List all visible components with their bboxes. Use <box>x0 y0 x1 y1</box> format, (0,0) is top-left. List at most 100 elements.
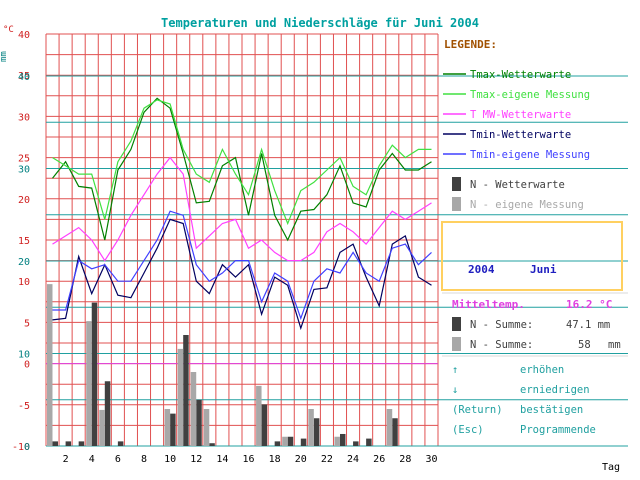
celsius-unit-label: °C <box>3 25 14 35</box>
precip-bar <box>91 302 98 446</box>
y-tick-temp: 40 <box>18 30 30 41</box>
precip-bar <box>313 418 320 446</box>
x-tick: 8 <box>141 454 147 465</box>
y-tick-temp: -5 <box>18 401 30 412</box>
sum-ww-swatch <box>452 317 461 331</box>
y-tick-temp: 15 <box>18 236 30 247</box>
precip-bar <box>117 441 124 446</box>
x-tick: 14 <box>216 454 228 465</box>
series-line <box>52 210 432 321</box>
help-down-text: erniedrigen <box>520 384 590 396</box>
precip-bar <box>177 348 184 446</box>
mm-unit-label: mm <box>0 51 9 62</box>
x-tick: 10 <box>164 454 176 465</box>
precip-bar <box>52 441 59 446</box>
help-up-key[interactable]: ↑ <box>452 364 458 376</box>
precip-bar <box>203 409 210 446</box>
y-tick-precip: 0 <box>24 442 30 453</box>
x-tick: 26 <box>373 454 385 465</box>
precip-bar <box>287 436 294 446</box>
series-line <box>52 99 432 226</box>
y-tick-temp: 35 <box>18 71 30 82</box>
x-tick: 18 <box>269 454 281 465</box>
y-tick-temp: 10 <box>18 277 30 288</box>
sum-own-swatch <box>452 337 461 351</box>
precip-bar <box>353 441 359 446</box>
y-tick-precip: 20 <box>18 257 30 268</box>
x-tick: 6 <box>115 454 121 465</box>
precip-bar <box>209 443 215 446</box>
x-tick: 4 <box>89 454 95 465</box>
precip-bar <box>392 418 398 446</box>
x-tick: 20 <box>295 454 307 465</box>
sum-own-value: 58 <box>578 339 591 351</box>
precip-bar <box>261 404 268 446</box>
precip-bar <box>183 335 189 446</box>
help-return-text: bestätigen <box>520 404 583 416</box>
help-return-key[interactable]: (Return) <box>452 404 503 416</box>
legend-swatch-rain-own <box>452 197 461 211</box>
precip-bar <box>86 321 92 446</box>
chart-grid <box>45 33 628 447</box>
precip-bar <box>366 438 372 446</box>
precip-bar <box>256 385 262 446</box>
help-esc-key[interactable]: (Esc) <box>452 424 484 436</box>
precip-bar <box>300 438 307 446</box>
help-down-key[interactable]: ↓ <box>452 384 458 396</box>
precip-bar <box>196 399 202 446</box>
precip-bar <box>334 436 340 446</box>
help-up-text: erhöhen <box>520 364 564 376</box>
precip-bar <box>65 441 72 446</box>
legend-label-tmw-ww: T MW-Wetterwarte <box>470 109 571 121</box>
precip-bar <box>47 284 53 446</box>
sum-own-unit: mm <box>608 339 621 351</box>
legend-label-tmin-ww: Tmin-Wetterwarte <box>470 129 571 141</box>
chart-axes: -10-505101520253035400102030405024681012… <box>12 30 438 465</box>
date-year: 2004 <box>468 263 495 276</box>
y-tick-precip: 10 <box>18 350 30 361</box>
tag-axis-label: Tag <box>602 462 620 473</box>
precip-bar <box>308 409 314 446</box>
x-tick: 30 <box>425 454 437 465</box>
x-tick: 2 <box>63 454 69 465</box>
series-line <box>52 218 432 331</box>
sum-own-label: N - Summe: <box>470 339 533 351</box>
series-line <box>52 156 432 262</box>
sum-ww-value: 47.1 mm <box>566 319 610 331</box>
precipitation-bars <box>47 284 398 446</box>
y-tick-temp: 0 <box>24 360 30 371</box>
legend-panel: LEGENDE: Tmax-Wetterwarte Tmax-eigene Me… <box>443 38 590 211</box>
y-tick-temp: 5 <box>24 318 30 329</box>
x-tick: 28 <box>399 454 411 465</box>
precip-bar <box>164 409 171 446</box>
legend-label-rain-own: N - eigene Messung <box>470 199 584 211</box>
precip-bar <box>78 441 85 446</box>
precip-bar <box>170 413 176 446</box>
legend-label-tmax-ww: Tmax-Wetterwarte <box>470 69 571 81</box>
help-esc-text: Programmende <box>520 424 596 436</box>
date-box: 2004 Juni <box>441 221 623 291</box>
y-tick-temp: -10 <box>12 442 30 453</box>
precip-bar <box>386 409 393 446</box>
x-tick: 16 <box>243 454 255 465</box>
y-tick-temp: 20 <box>18 195 30 206</box>
y-tick-temp: 25 <box>18 154 30 165</box>
temperature-lines <box>52 97 432 331</box>
y-tick-precip: 30 <box>18 165 30 176</box>
sum-ww-label: N - Summe: <box>470 319 533 331</box>
x-tick: 22 <box>321 454 333 465</box>
legend-label-rain-ww: N - Wetterwarte <box>470 179 565 191</box>
legend-heading: LEGENDE: <box>444 38 497 51</box>
mean-temp-value: 16.2 °C <box>566 298 612 311</box>
date-month: Juni <box>530 263 557 276</box>
y-tick-temp: 30 <box>18 112 30 123</box>
legend-swatch-rain-ww <box>452 177 461 191</box>
precip-bar <box>104 381 111 446</box>
stats-panel: Mitteltemp. 16.2 °C N - Summe: 47.1 mm N… <box>442 292 628 357</box>
keyboard-help: ↑ erhöhen ↓ erniedrigen (Return) bestäti… <box>452 364 596 436</box>
legend-label-tmax-own: Tmax-eigene Messung <box>470 89 590 101</box>
precip-bar <box>340 433 346 446</box>
mean-temp-label: Mitteltemp. <box>452 298 525 311</box>
legend-label-tmin-own: Tmin-eigene Messung <box>470 149 590 161</box>
